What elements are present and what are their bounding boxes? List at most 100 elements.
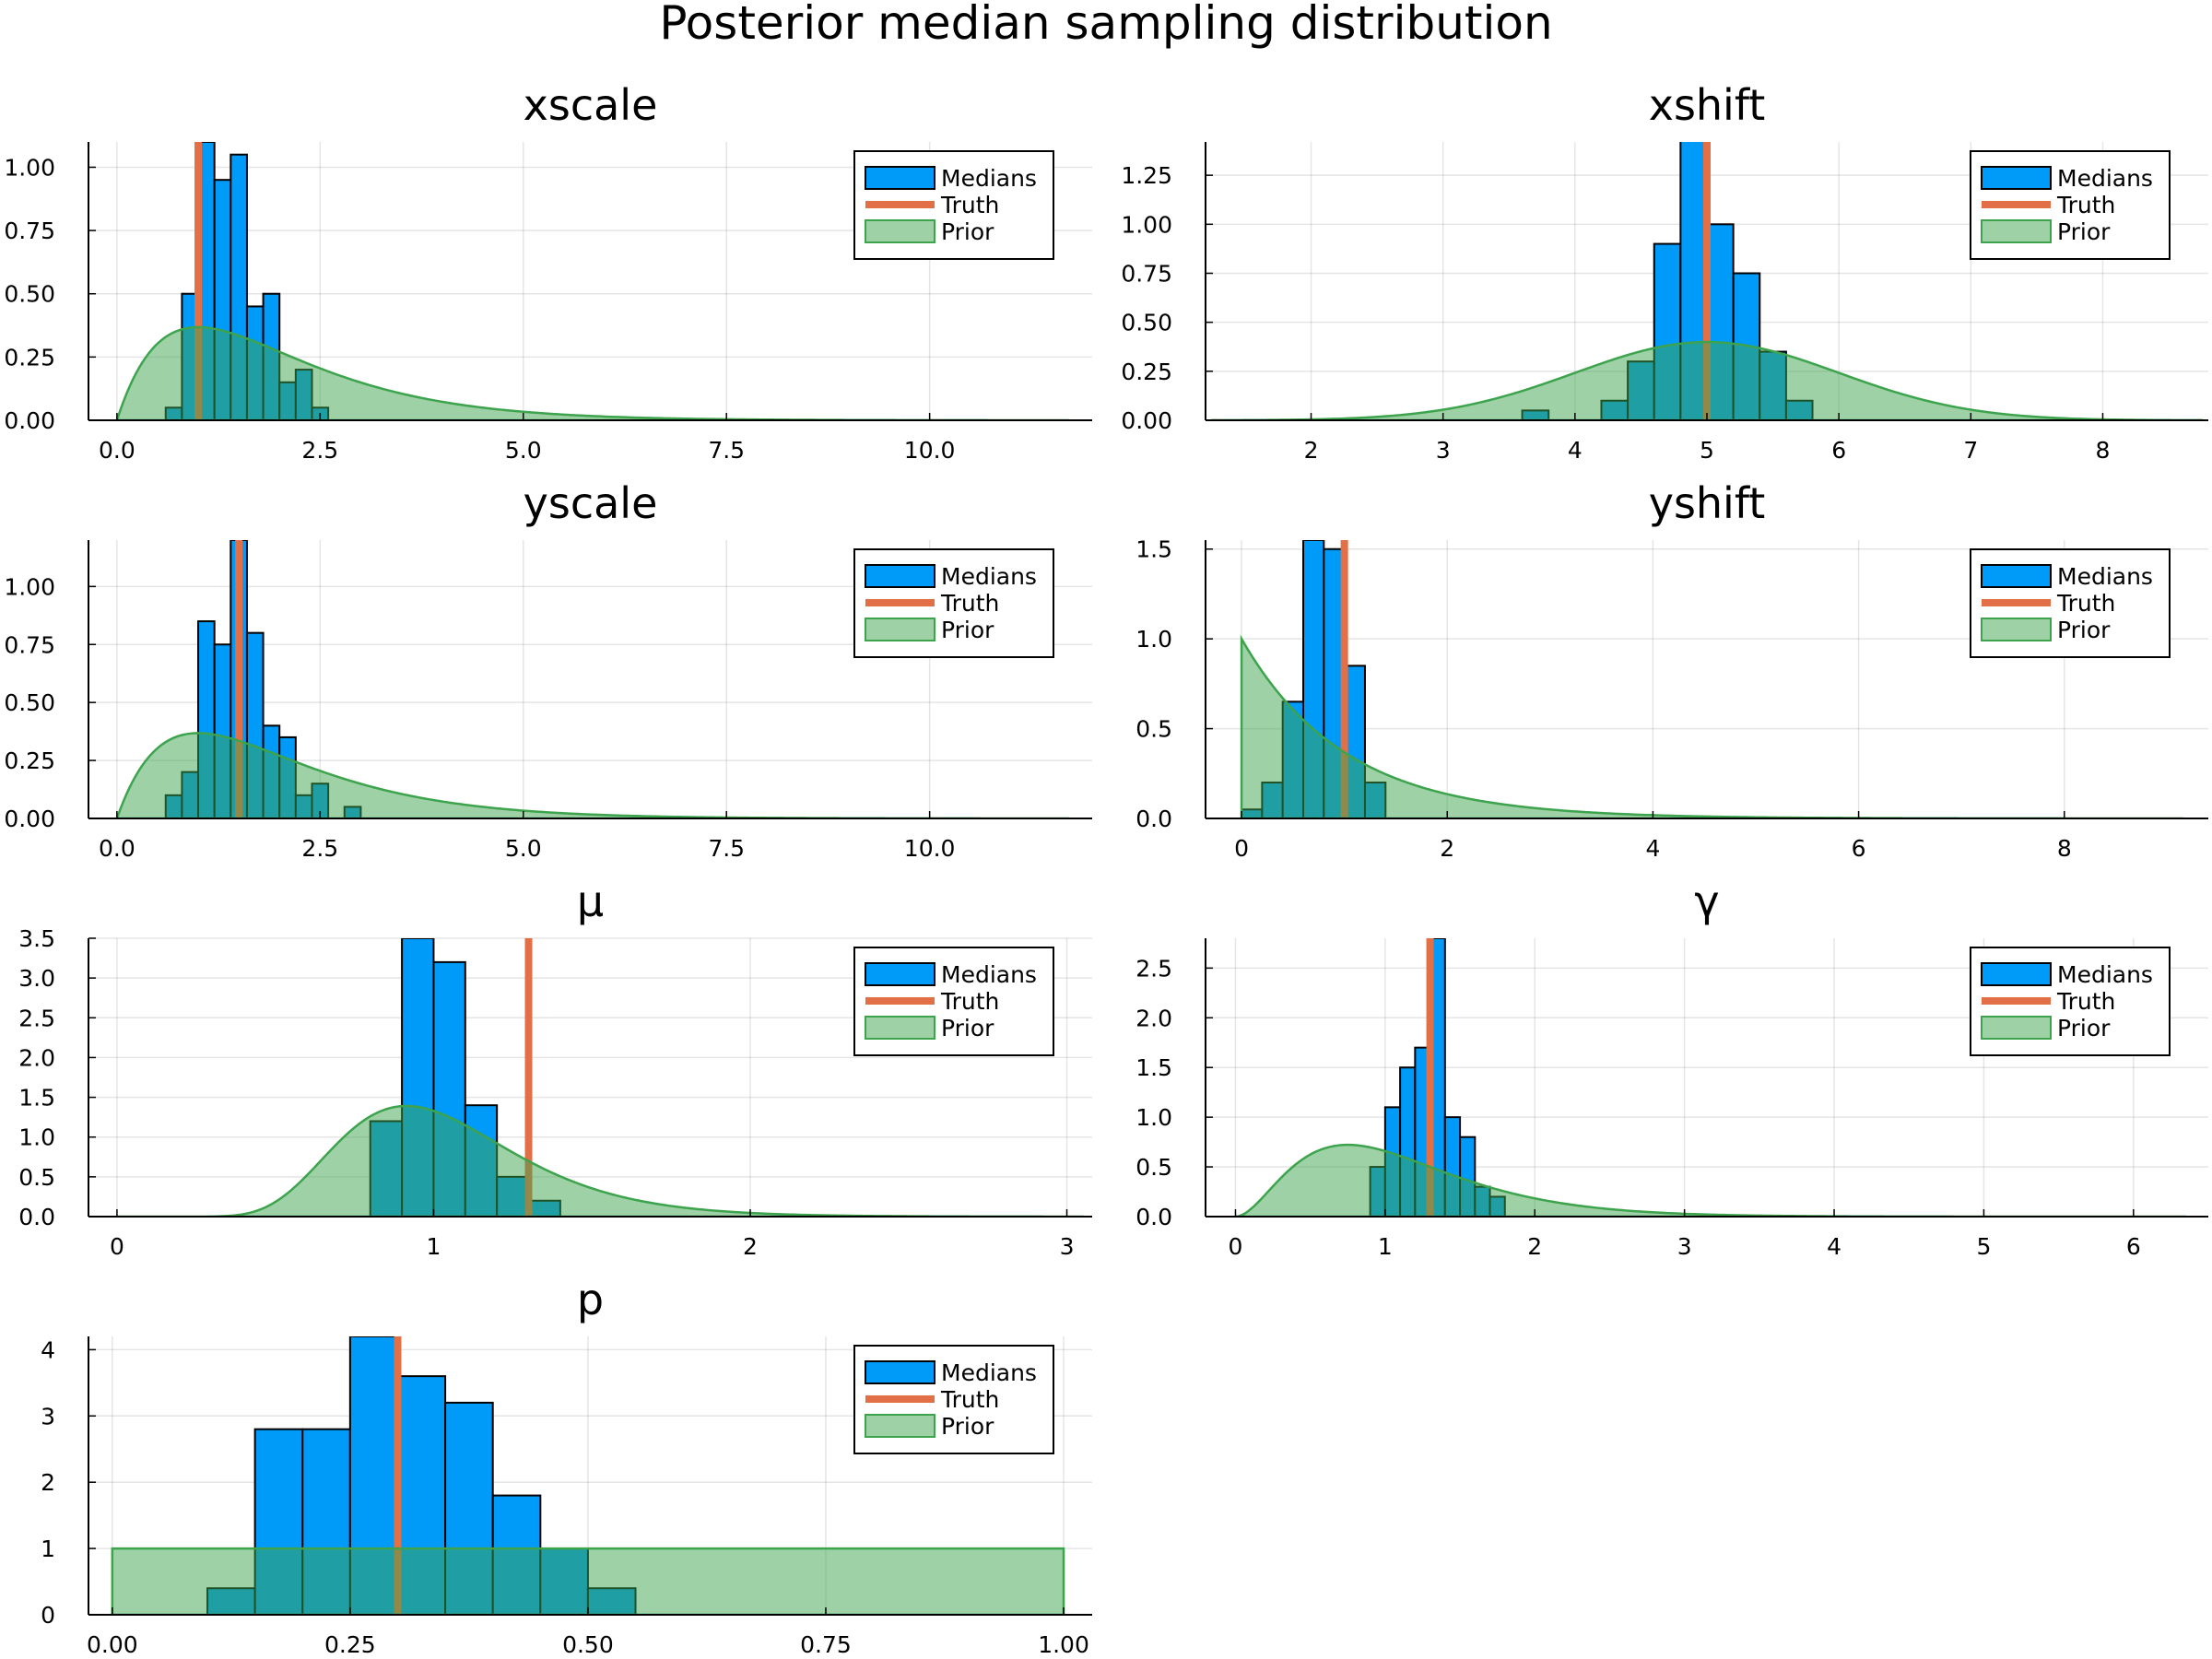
legend-medians-swatch — [1981, 962, 2052, 986]
legend-label: Prior — [2057, 1015, 2111, 1041]
y-tick-label: 4 — [41, 1336, 55, 1363]
y-tick-label: 0 — [41, 1602, 55, 1629]
y-tick-label: 0.0 — [1135, 1204, 1172, 1230]
plot-area — [111, 1336, 1065, 1615]
y-tick-label: 2.5 — [1135, 955, 1172, 982]
prior-density — [111, 1547, 1065, 1615]
subplot-title: yscale — [524, 478, 658, 528]
subplot-4: μ 0 1 2 3 0.0 0.5 1.0 1.5 2.0 2.5 3.0 3.5 MediansTrut… — [18, 877, 1092, 1260]
legend-label: Truth — [2056, 590, 2115, 617]
y-tick-label: 1.5 — [18, 1085, 55, 1112]
legend-label: Prior — [941, 1015, 994, 1041]
x-tick-label: 4 — [1645, 835, 1660, 862]
y-tick-label: 1.0 — [18, 1124, 55, 1151]
plot-area — [115, 540, 1069, 818]
x-tick-label: 6 — [1831, 437, 1846, 464]
x-tick-label: 0.75 — [800, 1631, 852, 1658]
y-tick-label: 0.00 — [4, 407, 55, 434]
legend-prior-swatch — [865, 618, 935, 641]
legend-medians-swatch — [865, 166, 935, 190]
legend-label: Medians — [941, 563, 1037, 590]
y-tick-label: 1.00 — [4, 573, 55, 600]
y-tick-label: 0.50 — [4, 689, 55, 716]
legend-medians-swatch — [1981, 564, 2052, 588]
legend-label: Truth — [2056, 988, 2115, 1015]
legend-label: Truth — [940, 1386, 999, 1413]
y-tick-label: 1.25 — [1121, 162, 1172, 189]
x-tick-label: 0.00 — [87, 1631, 138, 1658]
subplot-1: xshift 2 3 4 5 6 7 8 0.00 0.25 0.50 0.75 1.00 1.25 Med… — [1121, 80, 2208, 464]
x-tick-label: 7.5 — [708, 437, 745, 464]
y-tick-label: 2 — [41, 1469, 55, 1496]
x-tick-label: 10.0 — [904, 835, 956, 862]
legend-label: Medians — [941, 165, 1037, 192]
y-tick-label: 1.5 — [1135, 1054, 1172, 1081]
y-tick-label: 3 — [41, 1403, 55, 1430]
subplot-5: γ 0 1 2 3 4 5 6 0.0 0.5 1.0 1.5 2.0 2.5 MediansTruthPr… — [1135, 877, 2208, 1260]
x-tick-label: 5.0 — [505, 437, 542, 464]
y-tick-label: 0.00 — [1121, 407, 1172, 434]
y-tick-label: 0.5 — [1135, 1154, 1172, 1181]
legend-label: Truth — [940, 590, 999, 617]
x-tick-label: 7 — [1963, 437, 1978, 464]
x-tick-label: 1.00 — [1038, 1631, 1089, 1658]
y-tick-label: 0.5 — [1135, 716, 1172, 743]
plot-area — [1210, 142, 2204, 420]
y-tick-label: 0.25 — [1121, 359, 1172, 385]
x-tick-label: 10.0 — [904, 437, 956, 464]
x-tick-label: 3 — [1436, 437, 1451, 464]
y-tick-label: 0.75 — [4, 631, 55, 658]
subplot-6: p 0.00 0.25 0.50 0.75 1.00 0 1 2 3 4 MediansTruthPr… — [41, 1275, 1092, 1658]
x-tick-label: 2 — [743, 1233, 758, 1260]
subplot-2: yscale 0.0 2.5 5.0 7.5 10.0 0.00 0.25 0.50 0.75 1.… — [4, 478, 1092, 862]
x-tick-label: 8 — [2096, 437, 2111, 464]
y-tick-label: 1.00 — [4, 154, 55, 181]
y-tick-label: 1.00 — [1121, 211, 1172, 238]
x-tick-label: 6 — [1852, 835, 1866, 862]
x-tick-label: 5 — [1700, 437, 1714, 464]
legend-prior-swatch — [865, 1016, 935, 1040]
x-tick-label: 2.5 — [301, 437, 338, 464]
legend-prior-swatch — [1981, 219, 2052, 243]
x-tick-label: 0 — [1234, 835, 1249, 862]
subplot-title: xscale — [524, 80, 658, 130]
x-tick-label: 0.25 — [324, 1631, 376, 1658]
legend-label: Truth — [940, 988, 999, 1015]
prior-density — [1210, 340, 2204, 420]
legend-prior-swatch — [1981, 1016, 2052, 1040]
legend-label: Medians — [2057, 165, 2153, 192]
x-tick-label: 3 — [1060, 1233, 1075, 1260]
y-tick-label: 1 — [41, 1535, 55, 1562]
subplot-title: μ — [577, 877, 604, 926]
y-tick-label: 0.50 — [1121, 310, 1172, 336]
y-tick-label: 0.5 — [18, 1164, 55, 1191]
y-tick-label: 3.5 — [18, 925, 55, 952]
x-tick-label: 2 — [1440, 835, 1454, 862]
y-tick-label: 3.0 — [18, 965, 55, 992]
legend-label: Truth — [2056, 192, 2115, 218]
subplot-title: xshift — [1649, 80, 1766, 130]
legend-label: Prior — [2057, 218, 2111, 245]
legend-label: Medians — [941, 961, 1037, 988]
x-tick-label: 8 — [2057, 835, 2072, 862]
legend-label: Medians — [2057, 961, 2153, 988]
legend-medians-swatch — [865, 564, 935, 588]
y-tick-label: 2.5 — [18, 1005, 55, 1031]
y-tick-label: 1.5 — [1135, 536, 1172, 563]
plot-area — [115, 142, 1069, 420]
x-tick-label: 2 — [1527, 1233, 1542, 1260]
legend-label: Medians — [2057, 563, 2153, 590]
legend-label: Prior — [941, 617, 994, 643]
x-tick-label: 5.0 — [505, 835, 542, 862]
y-tick-label: 2.0 — [1135, 1005, 1172, 1031]
x-tick-label: 2 — [1304, 437, 1319, 464]
y-tick-label: 1.0 — [1135, 626, 1172, 653]
y-tick-label: 0.25 — [4, 747, 55, 774]
